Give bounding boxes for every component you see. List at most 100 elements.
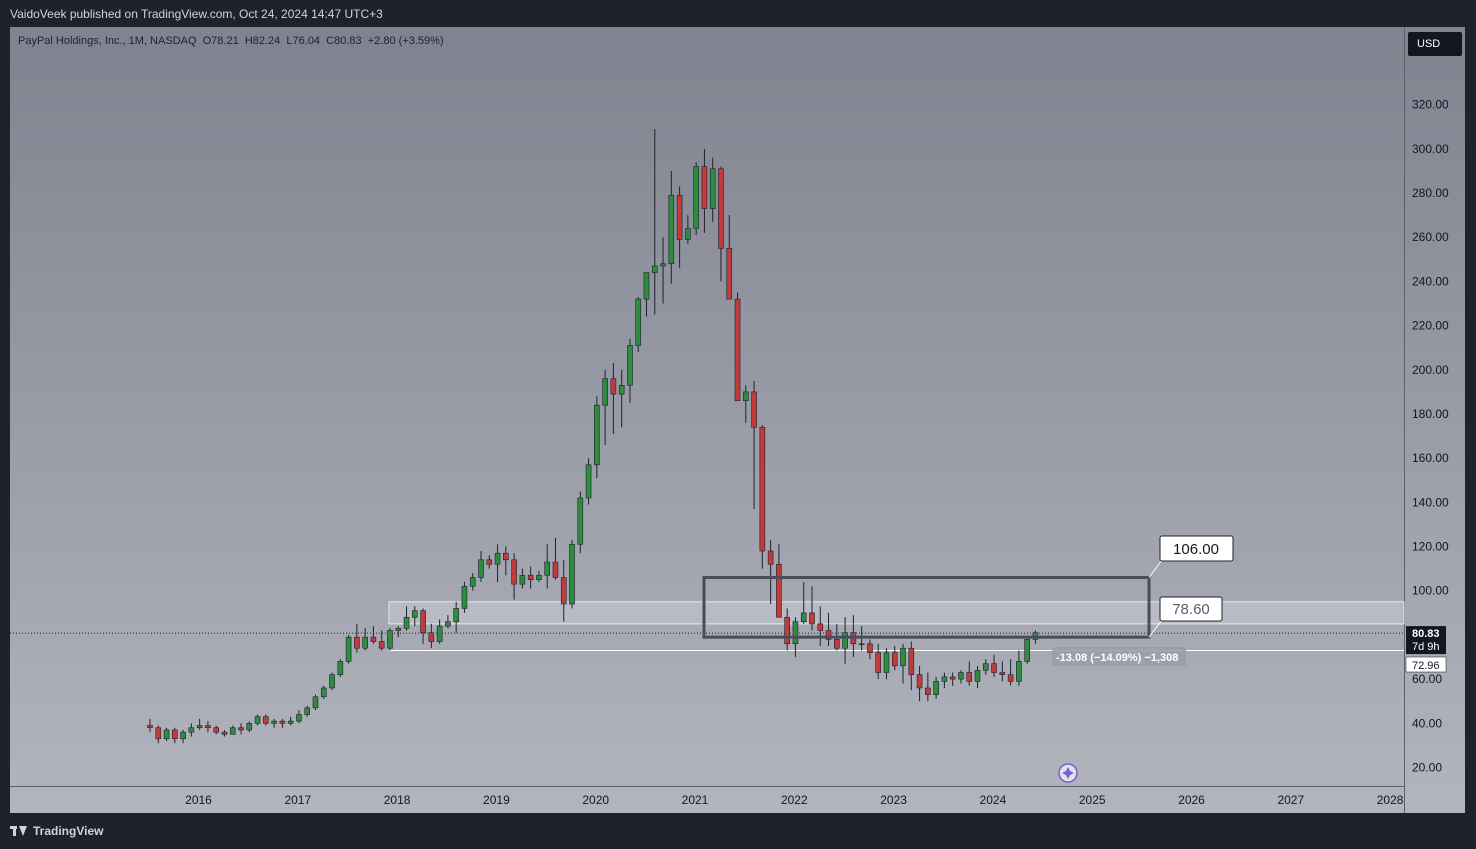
candle-body — [395, 628, 402, 631]
candle — [304, 705, 311, 717]
candle — [974, 665, 981, 688]
tradingview-logo-icon — [10, 825, 28, 837]
candle — [511, 553, 517, 600]
candle — [362, 628, 368, 651]
x-tick-label: 2022 — [781, 793, 808, 807]
candle-body — [610, 378, 617, 395]
line-price-value: 72.96 — [1412, 660, 1440, 672]
candle-body — [767, 550, 774, 565]
candle — [594, 396, 600, 479]
candle-body — [701, 166, 708, 209]
tradingview-logo[interactable]: TradingView — [10, 824, 103, 838]
candle-body — [221, 731, 228, 735]
candle — [751, 380, 757, 510]
x-tick-label: 2019 — [483, 793, 510, 807]
candle-body — [511, 559, 517, 585]
candle-body — [941, 676, 948, 682]
candle — [668, 170, 675, 284]
candle-body — [925, 687, 931, 695]
candle-body — [503, 552, 509, 561]
candle — [900, 643, 906, 684]
candle-body — [271, 720, 277, 724]
candle — [767, 539, 774, 605]
y-tick-label: 40.00 — [1412, 716, 1442, 730]
candle-body — [420, 610, 426, 634]
x-tick-label: 2027 — [1277, 793, 1304, 807]
candle-body — [800, 612, 807, 622]
candle-body — [742, 391, 749, 402]
candle-body — [685, 228, 691, 240]
candle — [155, 725, 162, 744]
candle-body — [916, 674, 923, 689]
y-tick-label: 240.00 — [1412, 274, 1449, 288]
candle — [263, 714, 269, 726]
candle-body — [858, 643, 865, 646]
candle-body — [279, 720, 286, 724]
candle — [461, 581, 468, 613]
candle — [478, 550, 484, 582]
candle-body — [478, 559, 484, 578]
candle-body — [569, 544, 575, 605]
candle-body — [155, 727, 162, 740]
candle — [213, 725, 219, 735]
candle-body — [263, 716, 269, 724]
candle — [205, 721, 211, 733]
candle — [660, 237, 666, 304]
candle — [254, 714, 261, 726]
candle-body — [180, 731, 186, 740]
candle — [246, 721, 253, 733]
candle-body — [825, 630, 832, 640]
candle-body — [999, 672, 1006, 676]
candle — [891, 645, 898, 671]
candle-body — [345, 636, 352, 662]
brand-name: TradingView — [33, 824, 104, 838]
callout-lower-label: 78.60 — [1172, 601, 1210, 618]
candle-body — [304, 707, 311, 715]
y-tick-label: 220.00 — [1412, 319, 1449, 333]
candle — [527, 566, 534, 589]
symbol-legend: PayPal Holdings, Inc., 1M, NASDAQ O78.21… — [18, 35, 444, 47]
candle — [560, 559, 567, 622]
candle-body — [635, 298, 642, 346]
countdown-value: 7d 9h — [1412, 641, 1440, 653]
candle-body — [651, 265, 658, 273]
candle — [618, 369, 625, 428]
candle — [966, 661, 973, 686]
candle — [378, 630, 385, 651]
candle — [875, 643, 882, 680]
footer-bar: TradingView — [0, 813, 1476, 849]
candle — [693, 162, 699, 236]
candle-body — [469, 577, 476, 587]
candle — [817, 606, 824, 646]
candle-body — [900, 647, 906, 667]
x-tick-label: 2024 — [980, 793, 1007, 807]
candle-body — [809, 612, 815, 625]
currency-button[interactable]: USD — [1408, 32, 1462, 56]
candle — [552, 537, 559, 580]
candle-body — [817, 623, 824, 631]
candle — [279, 718, 286, 728]
candle-body — [329, 674, 335, 689]
candle-body — [991, 663, 997, 673]
candle — [585, 458, 592, 505]
candle-body — [867, 643, 873, 653]
candle-body — [875, 652, 882, 673]
candle-body — [618, 384, 625, 395]
candle — [436, 619, 443, 644]
callout-pointer — [1148, 619, 1163, 638]
x-tick-label: 2017 — [284, 793, 311, 807]
candle-body — [726, 247, 733, 300]
candle-body — [734, 298, 741, 402]
last-price-badge — [1406, 626, 1446, 655]
candle — [742, 385, 749, 423]
candle-body — [519, 574, 526, 585]
candle — [718, 166, 724, 282]
candle — [809, 586, 815, 631]
candle — [296, 710, 302, 724]
candle — [991, 654, 997, 677]
candle-body — [891, 652, 898, 667]
candle — [196, 718, 203, 730]
chart-area[interactable] — [10, 27, 1465, 813]
candle — [1024, 637, 1030, 664]
